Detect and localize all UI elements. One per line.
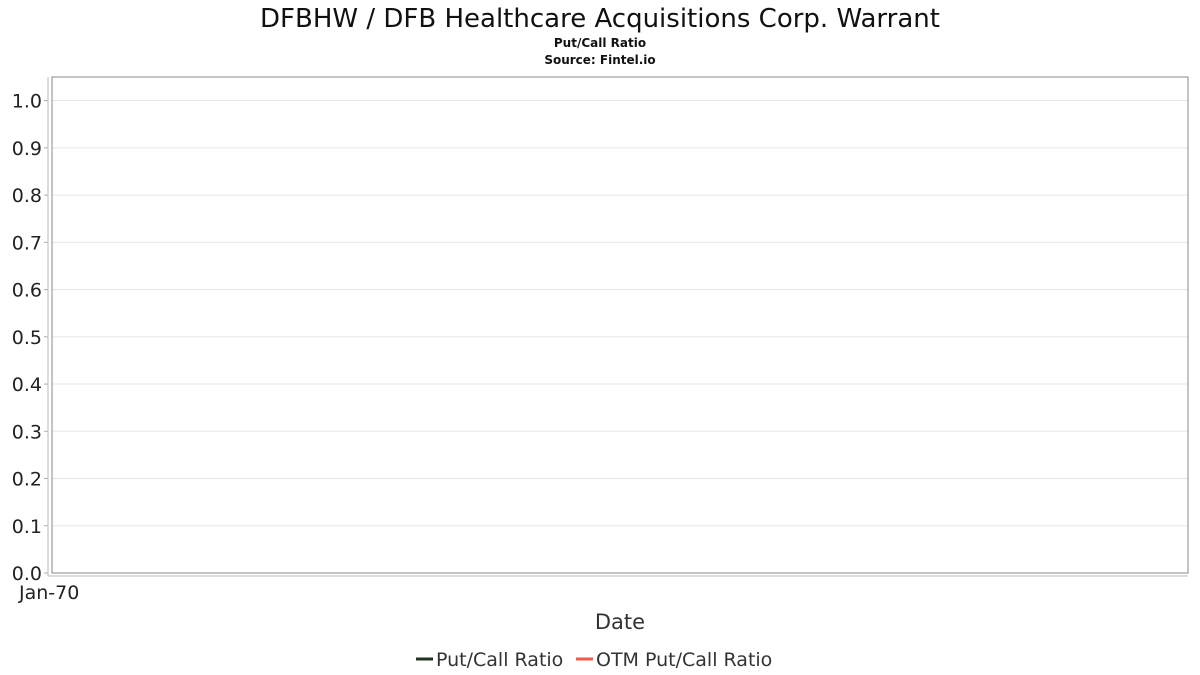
x-axis-title: Date — [595, 610, 645, 634]
y-tick-label: 0.7 — [12, 232, 42, 254]
x-tick-label: Jan-70 — [18, 582, 79, 604]
y-tick-label: 0.0 — [12, 563, 42, 585]
legend-label: OTM Put/Call Ratio — [596, 649, 772, 671]
plot-area — [51, 76, 1189, 574]
legend-label: Put/Call Ratio — [436, 649, 563, 671]
chart-subtitle: Put/Call Ratio — [554, 36, 646, 50]
y-axis-labels: 0.0 0.1 0.2 0.3 0.4 0.5 0.6 0.7 0.8 0.9 1.0 — [12, 91, 42, 585]
y-tick-label: 0.3 — [12, 421, 42, 443]
grid-lines — [52, 100, 1188, 574]
x-axis-labels: Jan-70 — [18, 582, 79, 604]
y-axis-tick-marks — [44, 100, 48, 574]
y-tick-label: 1.0 — [12, 91, 42, 113]
chart-source: Source: Fintel.io — [544, 53, 655, 67]
y-tick-label: 0.1 — [12, 516, 42, 538]
chart-title: DFBHW / DFB Healthcare Acquisitions Corp… — [260, 4, 940, 34]
y-tick-label: 0.5 — [12, 327, 42, 349]
y-tick-label: 0.2 — [12, 469, 42, 491]
y-tick-label: 0.6 — [12, 280, 42, 302]
y-tick-label: 0.4 — [12, 374, 42, 396]
y-tick-label: 0.9 — [12, 138, 42, 160]
legend: Put/Call Ratio OTM Put/Call Ratio — [416, 649, 772, 671]
y-tick-label: 0.8 — [12, 185, 42, 207]
